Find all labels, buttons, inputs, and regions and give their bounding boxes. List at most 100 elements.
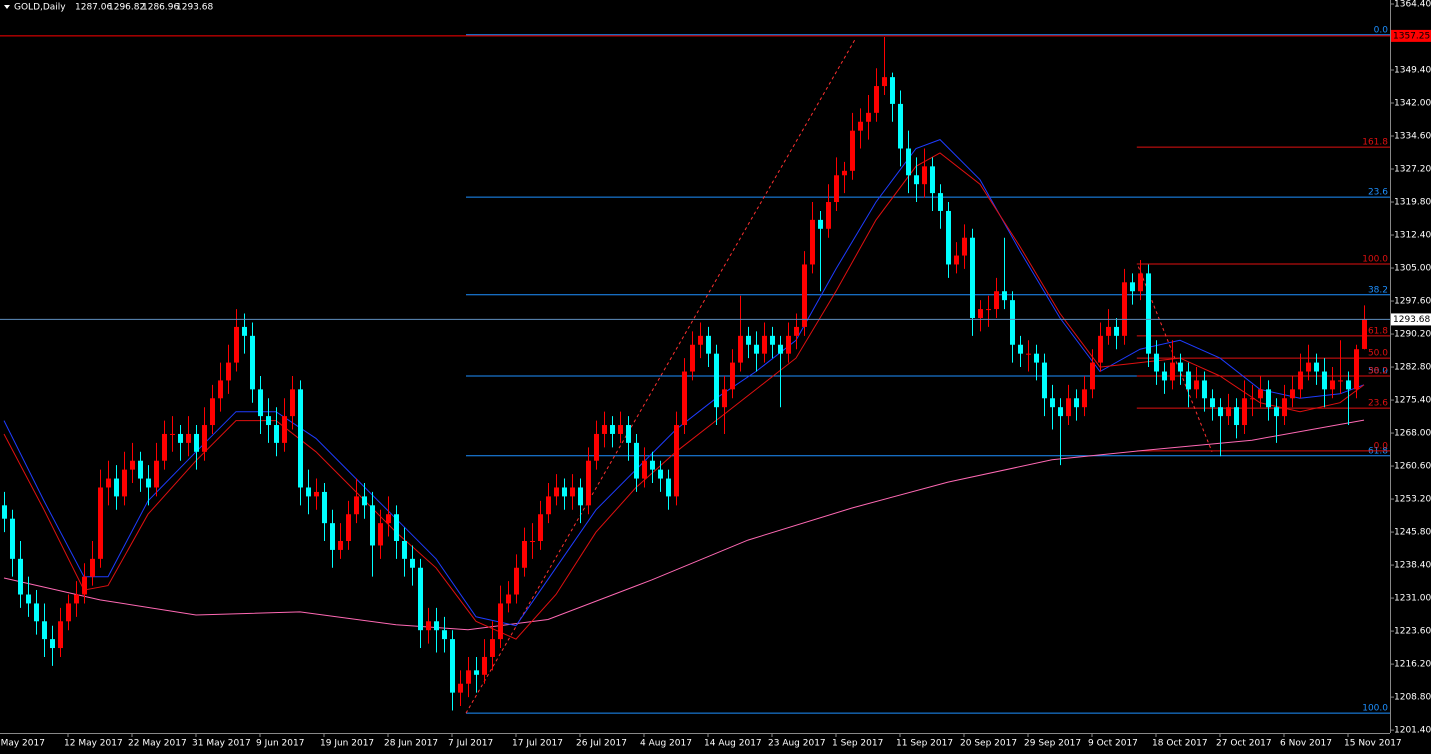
candle-body <box>1306 362 1311 372</box>
x-tick-label: 1 Sep 2017 <box>832 739 883 749</box>
candle-body <box>818 219 823 229</box>
candle-body <box>394 514 399 541</box>
x-tick-label: 9 Jun 2017 <box>256 739 304 749</box>
candle-body <box>1082 389 1087 408</box>
y-tick-label: 1334.60 <box>1394 132 1431 142</box>
candle-body <box>90 558 95 577</box>
candle-body <box>1330 380 1335 390</box>
candle-body <box>378 523 383 546</box>
candle-body <box>1146 273 1151 354</box>
y-tick-label: 1275.40 <box>1394 396 1431 406</box>
candle-body <box>106 478 111 488</box>
candle-body <box>1074 398 1079 408</box>
menu-arrow[interactable] <box>4 5 10 9</box>
candle-body <box>1226 407 1231 417</box>
candle-body <box>658 469 663 479</box>
candle-body <box>826 202 831 229</box>
candle-body <box>1202 380 1207 399</box>
candle-body <box>1250 398 1255 400</box>
candle-body <box>1026 353 1031 355</box>
y-tick-label: 1319.80 <box>1394 198 1431 208</box>
x-tick-label: 6 Nov 2017 <box>1280 739 1332 749</box>
candle-body <box>882 77 887 87</box>
candle-body <box>250 335 255 390</box>
candle-body <box>10 518 15 559</box>
candle-body <box>1154 353 1159 372</box>
candle-body <box>874 86 879 113</box>
candle-body <box>1266 389 1271 408</box>
y-tick-label: 1305.00 <box>1394 264 1431 274</box>
candle-body <box>1050 398 1055 408</box>
candle-body <box>426 621 431 631</box>
candle-body <box>866 112 871 122</box>
candle-body <box>1322 371 1327 390</box>
candle-body <box>978 309 983 318</box>
candle-body <box>226 362 231 381</box>
candle-body <box>634 442 639 479</box>
fibo-label: 23.6 <box>1368 399 1388 409</box>
candle-body <box>410 558 415 568</box>
candle-body <box>962 237 967 256</box>
candle-body <box>138 460 143 479</box>
candle-body <box>1298 371 1303 390</box>
candle-body <box>1066 398 1071 417</box>
candle-body <box>578 487 583 506</box>
candle-body <box>1098 335 1103 363</box>
candle-body <box>122 469 127 497</box>
candle-body <box>386 514 391 524</box>
candle-body <box>330 523 335 550</box>
candle-body <box>18 558 23 595</box>
candle-body <box>698 335 703 345</box>
candle-body <box>490 639 495 657</box>
candle-body <box>210 398 215 426</box>
candle-body <box>786 335 791 354</box>
candle-body <box>938 193 943 211</box>
y-tick-label: 1290.20 <box>1394 330 1431 340</box>
candle-body <box>1282 398 1287 417</box>
candle-body <box>986 309 991 311</box>
x-tick-label: 18 Oct 2017 <box>1152 739 1208 749</box>
candle-body <box>362 496 367 506</box>
candle-body <box>618 425 623 434</box>
candle-body <box>1234 407 1239 426</box>
candle-body <box>498 603 503 640</box>
candle-body <box>794 326 799 336</box>
candle-body <box>778 344 783 354</box>
fibo-label: 161.8 <box>1362 138 1388 148</box>
candle-body <box>1090 362 1095 390</box>
candle-body <box>258 389 263 417</box>
candle-body <box>914 175 919 185</box>
candle-body <box>162 433 167 461</box>
candle-body <box>834 175 839 203</box>
candle-body <box>1042 362 1047 399</box>
candle-body <box>538 514 543 541</box>
candle-body <box>586 460 591 506</box>
candle-body <box>290 389 295 417</box>
fibo-label: 50.0 <box>1368 366 1388 376</box>
current-price-box <box>1391 313 1431 326</box>
candle-body <box>746 335 751 345</box>
candle-body <box>1018 344 1023 354</box>
y-tick-label: 1238.40 <box>1394 561 1431 571</box>
candle-body <box>738 335 743 363</box>
candle-body <box>1194 380 1199 390</box>
candle-body <box>234 326 239 363</box>
y-tick-label: 1216.20 <box>1394 660 1431 670</box>
candle-body <box>890 77 895 104</box>
fibo-label: 23.6 <box>1368 188 1388 198</box>
candle-body <box>930 166 935 194</box>
candle-body <box>922 166 927 185</box>
candle-body <box>666 478 671 497</box>
candle-body <box>730 362 735 390</box>
x-tick-label: 4 Aug 2017 <box>640 739 692 749</box>
current-price-label: 1293.68 <box>1393 315 1430 325</box>
candle-body <box>202 425 207 452</box>
candle-body <box>434 621 439 631</box>
x-tick-label: 28 Jun 2017 <box>384 739 438 749</box>
candle-body <box>642 460 647 479</box>
price-box <box>1391 29 1431 42</box>
candle-body <box>842 170 847 176</box>
candle-body <box>1114 326 1119 336</box>
candle-body <box>218 380 223 399</box>
x-tick-label: 23 Aug 2017 <box>768 739 826 749</box>
